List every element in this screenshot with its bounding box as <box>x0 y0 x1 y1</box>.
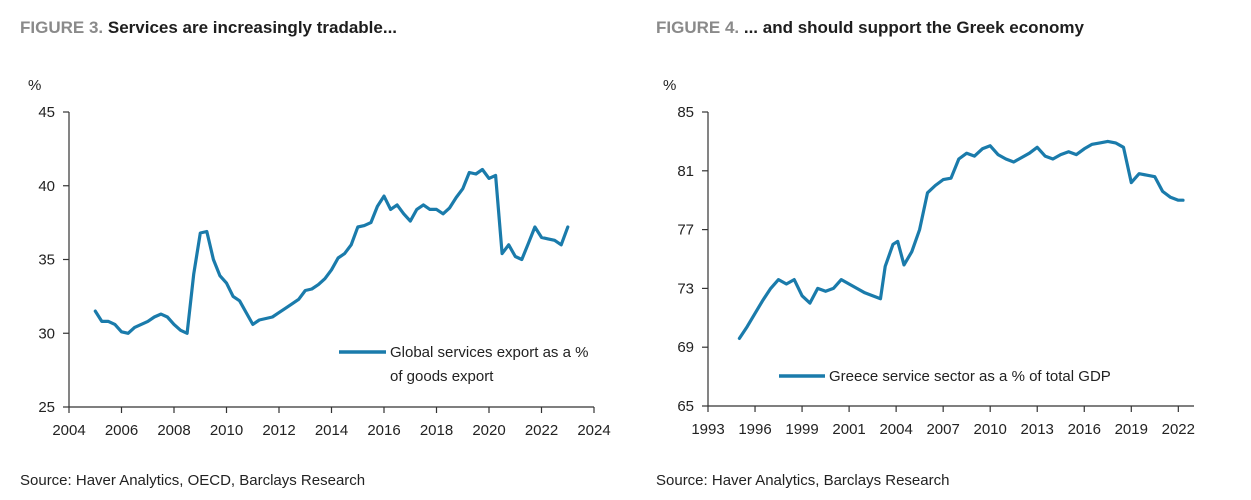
x-tick-label: 2013 <box>1021 421 1054 438</box>
y-tick-label: 25 <box>38 399 55 416</box>
x-tick-label: 2010 <box>974 421 1007 438</box>
x-tick-label: 2008 <box>157 422 190 439</box>
x-tick-label: 2007 <box>926 421 959 438</box>
figure-4-chart: % 65 69 73 77 81 85 1993 1996 1999 2001 2004 2007 201… <box>663 77 1195 438</box>
y-tick-label: 45 <box>38 104 55 121</box>
x-tick-label: 2004 <box>879 421 912 438</box>
figure-4-title: FIGURE 4. ... and should support the Gre… <box>656 18 1084 38</box>
figure-3-title: FIGURE 3. Services are increasingly trad… <box>20 18 397 38</box>
x-tick-label: 1993 <box>691 421 724 438</box>
figure-3-source: Source: Haver Analytics, OECD, Barclays … <box>20 472 366 489</box>
y-tick-label: 73 <box>677 280 694 297</box>
x-tick-label: 1999 <box>785 421 818 438</box>
x-tick-label: 2010 <box>210 422 243 439</box>
y-tick-label: 85 <box>677 104 694 121</box>
legend-label-line-1: Global services export as a % <box>390 344 588 361</box>
series-line <box>93 167 570 335</box>
x-tick-label: 2019 <box>1115 421 1148 438</box>
x-tick-label: 2022 <box>1162 421 1195 438</box>
y-tick-label: 35 <box>38 252 55 269</box>
y-tick-label: 81 <box>677 163 694 180</box>
y-tick-label: 77 <box>677 222 694 239</box>
x-tick-label: 2001 <box>832 421 865 438</box>
x-tick-label: 2018 <box>420 422 453 439</box>
figure-3-title-text: Services are increasingly tradable... <box>107 18 398 37</box>
y-tick-label: 30 <box>38 325 55 342</box>
figure-3-chart: % 25 30 35 40 45 2004 2006 2008 2010 2012 2014 2016 2… <box>28 77 611 439</box>
series-line <box>737 139 1185 340</box>
y-tick-label: 65 <box>677 398 694 415</box>
x-tick-label: 2016 <box>367 422 400 439</box>
y-unit-label: % <box>663 77 676 94</box>
y-unit-label: % <box>28 77 41 94</box>
x-tick-label: 2016 <box>1068 421 1101 438</box>
x-tick-label: 2020 <box>472 422 505 439</box>
x-tick-label: 2014 <box>315 422 348 439</box>
figure-4-title-text: ... and should support the Greek economy <box>743 18 1084 37</box>
x-tick-label: 2004 <box>52 422 85 439</box>
legend-label: Greece service sector as a % of total GD… <box>829 368 1111 385</box>
figure-4-source: Source: Haver Analytics, Barclays Resear… <box>656 472 950 489</box>
figure-4-label: FIGURE 4. <box>656 18 740 37</box>
x-tick-label: 2024 <box>577 422 610 439</box>
x-tick-label: 2006 <box>105 422 138 439</box>
x-tick-label: 2012 <box>262 422 295 439</box>
figure-4-panel: FIGURE 4. ... and should support the Gre… <box>636 0 1251 500</box>
figure-3-panel: FIGURE 3. Services are increasingly trad… <box>0 0 625 500</box>
x-tick-label: 1996 <box>738 421 771 438</box>
figure-3-label: FIGURE 3. <box>20 18 104 37</box>
legend-label-line-2: of goods export <box>390 368 494 385</box>
y-tick-label: 69 <box>677 339 694 356</box>
y-tick-label: 40 <box>38 178 55 195</box>
x-tick-label: 2022 <box>525 422 558 439</box>
